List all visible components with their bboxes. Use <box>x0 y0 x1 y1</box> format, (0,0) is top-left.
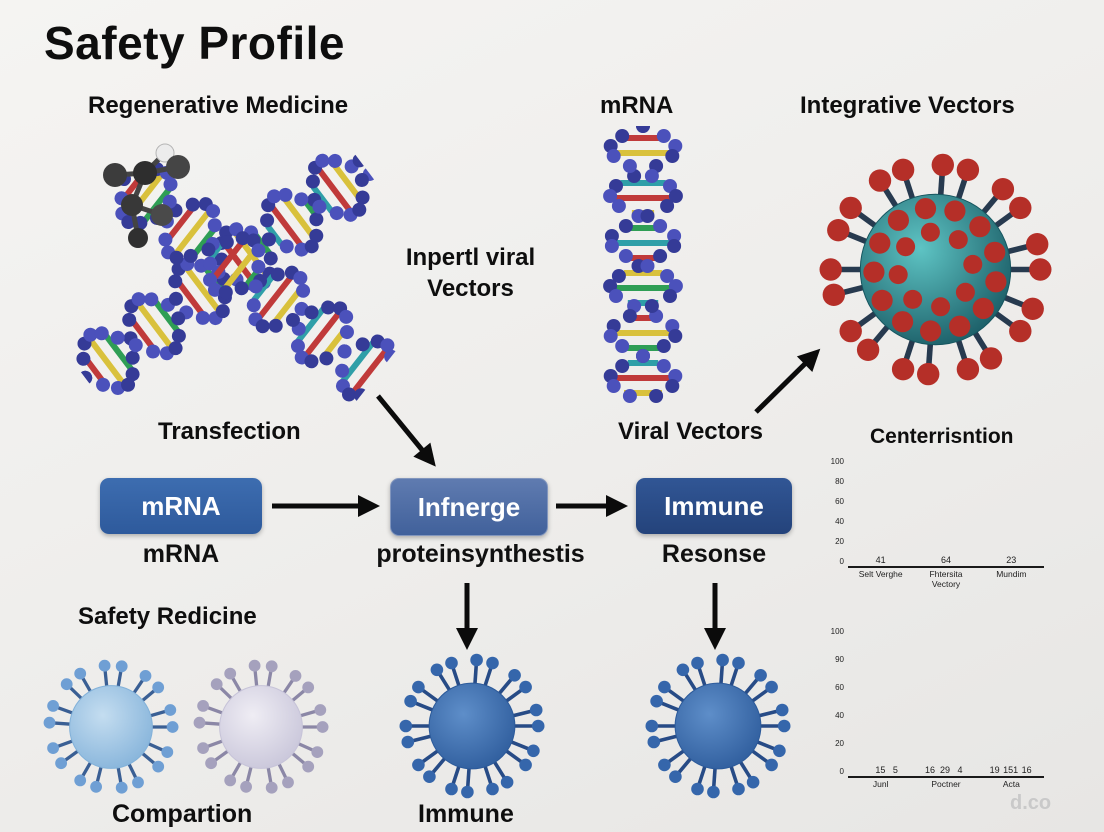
bar-column: 4 <box>953 766 966 776</box>
x-tick-label: Junl <box>872 779 889 789</box>
caption-mrna: mRNA <box>142 540 220 568</box>
bars-area: 41 64 23 <box>848 458 1044 568</box>
label-integrative-vectors: Integrative Vectors <box>800 92 1015 119</box>
bar-group: 19 151 16 <box>988 766 1033 776</box>
x-tick-label: Acta <box>1002 779 1020 789</box>
bar-group: 15 5 <box>859 766 902 776</box>
label-viral-vectors: Viral Vectors <box>618 418 763 445</box>
y-tick-label: 20 <box>835 537 844 546</box>
bar-column: 15 <box>874 766 887 776</box>
y-tick-label: 0 <box>839 557 844 566</box>
bar-value-label: 41 <box>875 555 886 565</box>
bar-value-label: 4 <box>957 765 963 775</box>
label-inpertl-line1: Inpertl viral <box>405 244 536 271</box>
y-axis: 100 80 60 40 20 0 <box>826 458 848 566</box>
label-mrna-top: mRNA <box>600 92 674 119</box>
arrow-dna-to-infnerge <box>376 394 436 467</box>
mrna-helix <box>593 119 693 404</box>
caption-resonse: Resonse <box>661 540 767 568</box>
label-safety-redicine: Safety Redicine <box>78 603 257 630</box>
flow-box-infnerge: Infnerge <box>390 478 548 536</box>
y-tick-label: 40 <box>835 517 844 526</box>
x-tick-label: Poctner <box>931 779 961 789</box>
bar-column: 41 <box>866 556 896 566</box>
bar-value-label: 5 <box>892 765 898 775</box>
bar-column: 23 <box>996 556 1026 566</box>
virus-integrative-vector <box>818 152 1053 387</box>
y-tick-label: 80 <box>835 477 844 486</box>
bar-chart-centerrisntion: 100 80 60 40 20 0 41 64 23 Selt Verghe Fhtersita V… <box>826 458 1044 590</box>
watermark: d.co <box>1010 792 1052 814</box>
bar-value-label: 64 <box>940 555 951 565</box>
bar-value-label: 23 <box>1006 555 1017 565</box>
y-tick-label: 60 <box>835 683 844 692</box>
caption-proteinsynthestis: proteinsynthestis <box>376 540 585 568</box>
molecule-icon <box>70 133 220 268</box>
bar-column: 16 <box>923 766 936 776</box>
label-compartion: Compartion <box>112 800 253 828</box>
bar-column: 29 <box>938 766 951 776</box>
label-inpertl-line2: Vectors <box>427 275 514 303</box>
label-regenerative-medicine: Regenerative Medicine <box>88 92 349 119</box>
virus-lavender <box>192 658 330 796</box>
bars-area: 15 5 16 29 4 19 151 16 <box>848 628 1044 778</box>
virus-immune-center <box>398 652 546 800</box>
y-tick-label: 90 <box>835 655 844 664</box>
bar-column: 16 <box>1020 766 1033 776</box>
x-tick-label: Fhtersita Vectory <box>929 569 963 589</box>
x-axis-labels: Selt Verghe Fhtersita Vectory Mundim <box>848 568 1044 590</box>
label-inpertl-viral: Inpertl viral Vectors <box>383 242 558 304</box>
flow-box-mrna: mRNA <box>100 478 262 534</box>
chart1-title: Centerrisntion <box>870 425 1014 448</box>
chart-body: 100 80 60 40 20 0 41 64 23 Selt Verghe Fhtersita V… <box>826 458 1044 590</box>
bar-value-label: 151 <box>1003 765 1019 775</box>
bar-group: 23 <box>996 556 1026 566</box>
y-tick-label: 100 <box>830 457 844 466</box>
virus-immune-right <box>644 652 792 800</box>
plot-area: 15 5 16 29 4 19 151 16 Junl Poctner Acta <box>848 628 1044 790</box>
bar-column: 19 <box>988 766 1001 776</box>
arrow-vectors-to-virus <box>754 348 821 414</box>
bar-column: 64 <box>931 556 961 566</box>
bar-group: 41 <box>866 556 896 566</box>
label-immune-bottom: Immune <box>418 800 514 828</box>
bar-value-label: 19 <box>989 765 1000 775</box>
x-tick-label: Mundim <box>996 569 1027 579</box>
page-title: Safety Profile <box>44 17 345 69</box>
bar-group: 16 29 4 <box>923 766 966 776</box>
dna-helix-arm-down <box>95 142 406 414</box>
x-axis-labels: Junl Poctner Acta <box>848 778 1044 790</box>
bar-column <box>859 775 872 776</box>
label-transfection: Transfection <box>158 418 301 445</box>
bar-column: 5 <box>889 766 902 776</box>
bar-value-label: 15 <box>875 765 886 775</box>
bar-column: 151 <box>1003 766 1018 776</box>
bar-group: 64 <box>931 556 961 566</box>
y-tick-label: 0 <box>839 767 844 776</box>
grouped-bar-chart: 100 90 60 40 20 0 15 5 16 29 4 19 151 16 Junl Poctner Ac… <box>826 628 1044 790</box>
bar-value-label: 16 <box>1021 765 1032 775</box>
virus-light-blue <box>42 658 180 796</box>
bar-value-label: 16 <box>924 765 935 775</box>
y-axis: 100 90 60 40 20 0 <box>826 628 848 776</box>
y-tick-label: 100 <box>830 627 844 636</box>
flow-box-immune: Immune <box>636 478 792 534</box>
y-tick-label: 20 <box>835 739 844 748</box>
y-tick-label: 60 <box>835 497 844 506</box>
plot-area: 41 64 23 Selt Verghe Fhtersita Vectory Mundim <box>848 458 1044 590</box>
x-tick-label: Selt Verghe <box>858 569 903 579</box>
bar-value-label: 29 <box>939 765 950 775</box>
chart-body: 100 90 60 40 20 0 15 5 16 29 4 19 151 16 Junl Poctner Ac… <box>826 628 1044 790</box>
y-tick-label: 40 <box>835 711 844 720</box>
